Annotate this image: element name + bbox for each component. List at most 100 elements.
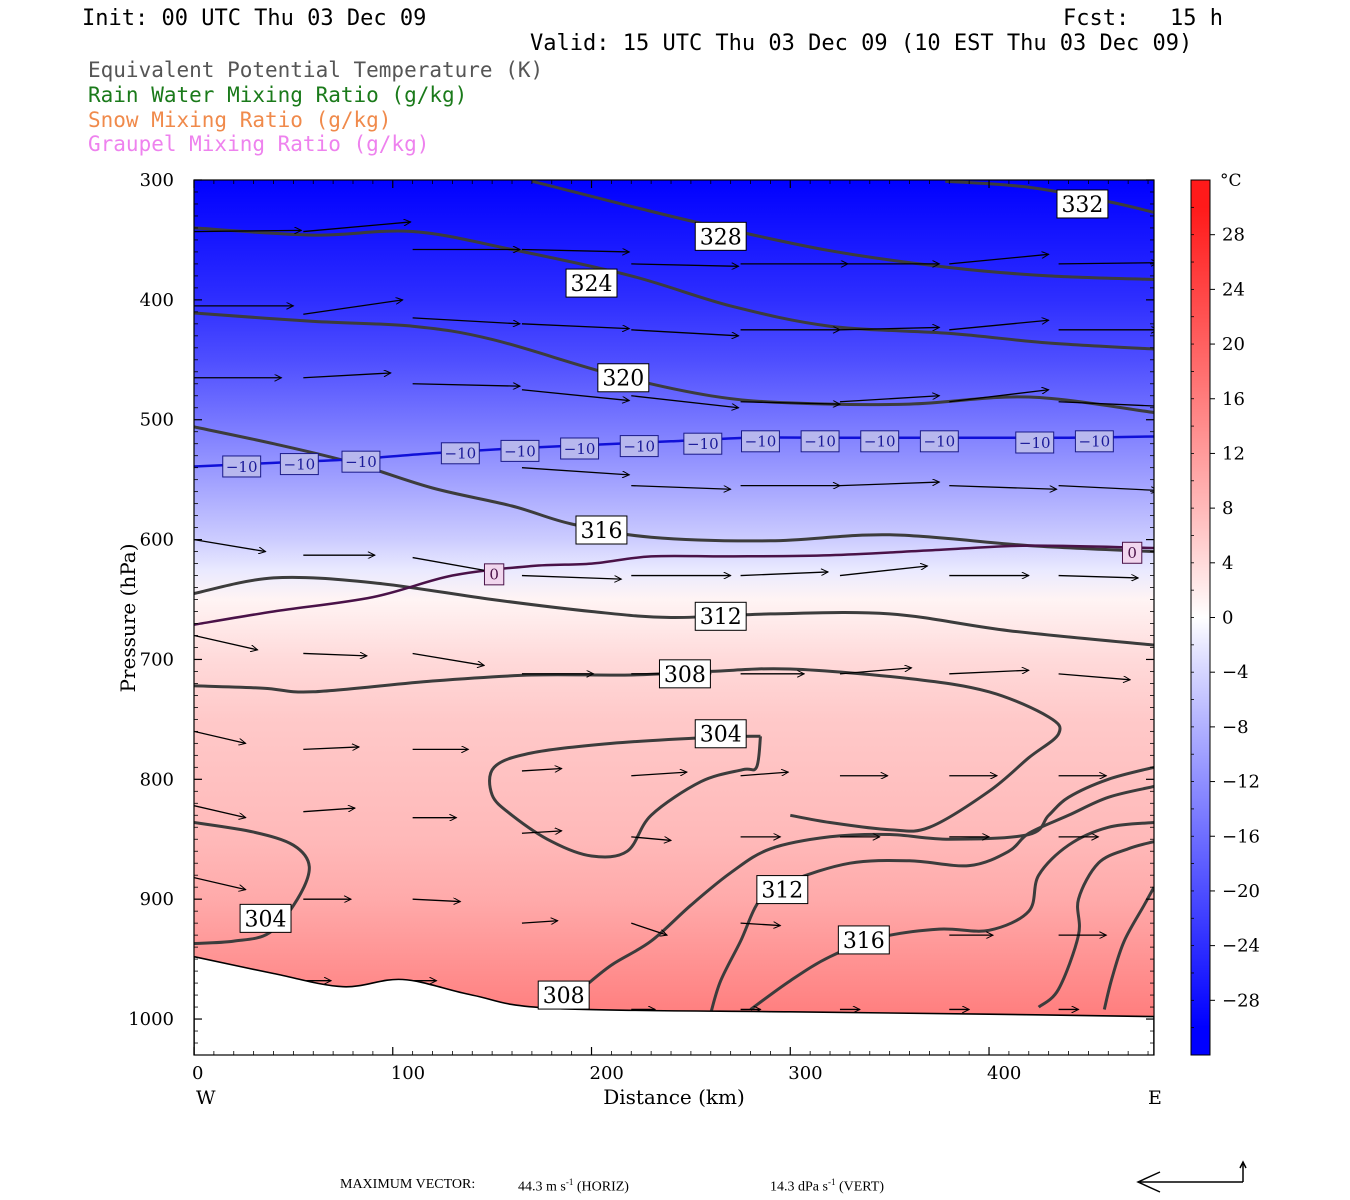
isotherm-minus10-label: −10 (919, 430, 959, 453)
y-tick-label: 700 (140, 649, 174, 670)
wind-vector (303, 653, 367, 655)
theta-e-contour (580, 765, 1154, 991)
field-snow: Snow Mixing Ratio (g/kg) (88, 108, 392, 132)
isotherm-minus10-label: −10 (560, 437, 600, 460)
isotherm-minus10-label-box (683, 432, 723, 455)
theta-e-label: 316 (837, 925, 890, 955)
colorbar-tick-label: −4 (1222, 662, 1249, 683)
x-tick-label: 200 (590, 1063, 624, 1084)
isotherm-minus10-label-box (279, 453, 319, 476)
vert-exp: -1 (827, 1177, 836, 1187)
wind-vector (194, 230, 301, 231)
isotherm-minus10-label-box (919, 430, 959, 453)
wind-vector (194, 538, 266, 552)
isotherm-zero-label: 0 (1121, 541, 1143, 564)
wind-vector (303, 222, 410, 233)
theta-e-label-box (565, 268, 618, 298)
horiz-tag: (HORIZ) (576, 1179, 629, 1195)
isotherm-minus10-label-box (1015, 431, 1055, 454)
isotherm-minus10-label: −10 (619, 435, 659, 458)
theta-e-label-box (694, 601, 747, 631)
horiz-value: 44.3 m s (518, 1179, 566, 1195)
theta-e-label-text: 316 (843, 929, 885, 954)
theta-e-label-box (837, 925, 890, 955)
east-label: E (1148, 1087, 1162, 1109)
colorbar-tick-label: 28 (1222, 225, 1245, 246)
wind-vector (194, 730, 246, 743)
y-tick-label: 800 (140, 769, 174, 790)
valid-time: Valid: 15 UTC Thu 03 Dec 09 (10 EST Thu … (530, 31, 1193, 56)
theta-e-label-text: 320 (602, 367, 644, 392)
isotherm-minus10-label-box (800, 430, 840, 453)
isotherm-minus10-label-text: −10 (623, 437, 655, 455)
wind-vector (1058, 263, 1154, 264)
theta-e-label: 304 (694, 719, 747, 749)
theta-e-label: 308 (537, 980, 590, 1010)
isotherm-minus10-label: −10 (341, 450, 381, 473)
isotherm-minus10-label: −10 (1074, 430, 1114, 453)
wind-vector (412, 652, 485, 665)
west-label: W (196, 1087, 216, 1109)
theta-e-contour (709, 785, 1154, 1014)
wind-vector (631, 485, 730, 490)
isotherm-zero-label-box (483, 563, 505, 586)
wind-vector (521, 769, 562, 771)
wind-vector (631, 922, 667, 935)
isotherm-zero-label-text: 0 (489, 566, 499, 584)
wind-vector (839, 327, 939, 329)
wind-vector (412, 384, 520, 386)
isotherm-minus10-label: −10 (860, 430, 900, 453)
isotherm-zero-label-text: 0 (1127, 544, 1137, 562)
wind-vector (631, 772, 687, 777)
wind-vector (194, 634, 258, 649)
isotherm-minus10-label-text: −10 (1079, 433, 1111, 451)
x-tick-label: 100 (391, 1063, 425, 1084)
isotherm-zero-label: 0 (483, 563, 505, 586)
isotherm-minus10-label: −10 (222, 455, 262, 478)
horiz-exp: -1 (565, 1177, 574, 1187)
theta-e-contour (749, 821, 1154, 1011)
x-tick-label: 300 (788, 1063, 822, 1084)
colorbar-tick-label: −8 (1222, 717, 1249, 738)
isotherm-minus10-label-text: −10 (564, 440, 596, 458)
wind-vector (521, 831, 562, 833)
theta-e-contour (194, 575, 1154, 647)
wind-vector (521, 323, 629, 329)
isotherm-minus10-label-text: −10 (504, 442, 536, 460)
theta-e-label-text: 304 (700, 723, 742, 748)
colorbar-tick-label: −20 (1222, 881, 1260, 902)
theta-e-label-box (756, 875, 809, 905)
theta-e-label-box (658, 659, 711, 689)
theta-e-label-box (597, 363, 650, 393)
wind-vector (949, 254, 1048, 265)
wind-vector (521, 574, 621, 580)
wind-vector (839, 482, 939, 487)
wind-vector (194, 805, 246, 818)
wind-vector (521, 389, 629, 401)
field-rain-water: Rain Water Mixing Ratio (g/kg) (88, 83, 468, 107)
isotherm-minus10-label-box (560, 437, 600, 460)
wind-vector (631, 395, 738, 408)
isotherm-minus10-label: −10 (800, 430, 840, 453)
wind-vector (1058, 673, 1131, 680)
theta-e-contour (488, 734, 762, 859)
colorbar-tick-label: 12 (1222, 443, 1245, 464)
theta-e-label-text: 308 (543, 984, 585, 1009)
theta-e-label: 316 (575, 515, 628, 545)
wind-vector (521, 467, 629, 475)
theta-e-label: 304 (239, 903, 292, 933)
theta-e-contour (194, 821, 311, 945)
isotherm-zero (194, 544, 1154, 626)
isotherm-minus10-label-text: −10 (804, 433, 836, 451)
theta-e-label-text: 328 (700, 225, 742, 250)
theta-e-label: 308 (658, 659, 711, 689)
isotherm-minus10-label: −10 (1015, 431, 1055, 454)
vert-tag: (VERT) (838, 1179, 884, 1195)
init-time: Init: 00 UTC Thu 03 Dec 09 (82, 6, 427, 31)
wind-vector (303, 808, 355, 813)
theta-e-label-text: 304 (245, 907, 287, 932)
y-axis-title: Pressure (hPa) (116, 544, 140, 693)
isotherm-minus10-label-box (619, 435, 659, 458)
wind-vector (949, 670, 1029, 675)
theta-e-label-box (537, 980, 590, 1010)
